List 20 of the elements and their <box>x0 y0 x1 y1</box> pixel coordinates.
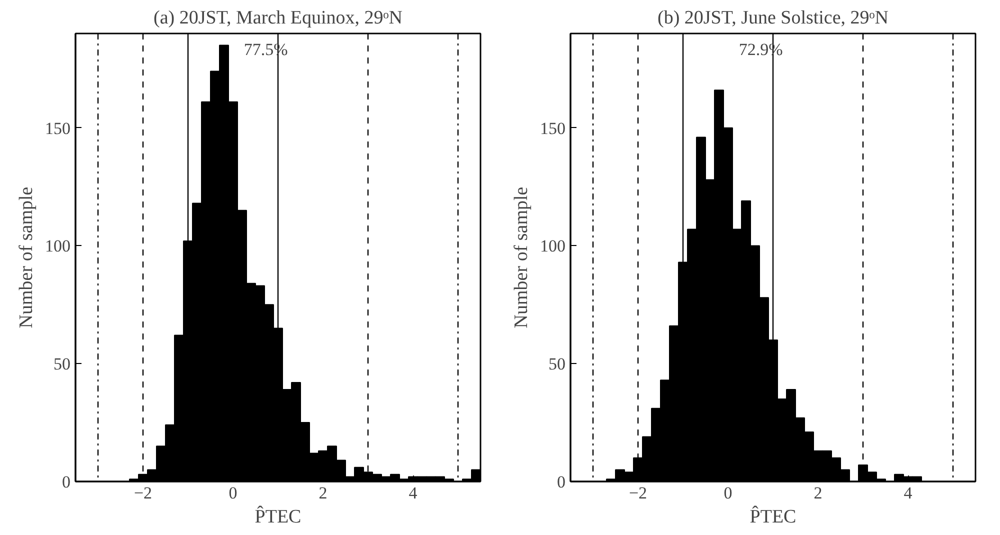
x-tick-label: 2 <box>318 484 328 502</box>
x-tick-label: −2 <box>628 484 648 502</box>
y-axis-title: Number of sample <box>511 186 532 328</box>
y-tick-label: 150 <box>540 118 566 138</box>
x-tick-label: 4 <box>408 484 418 502</box>
chart-title: (a) 20JST, March Equinox, 29ᵒN <box>154 8 403 28</box>
y-tick-label: 50 <box>54 354 70 374</box>
x-tick-label: −2 <box>134 484 152 502</box>
y-tick-label: 150 <box>45 118 70 138</box>
y-axis-title: Number of sample <box>16 186 37 328</box>
x-axis-title: P̂TEC <box>750 504 796 528</box>
x-tick-label: 0 <box>724 484 732 502</box>
x-tick-label: 0 <box>228 484 238 502</box>
x-tick-label: 2 <box>814 484 822 502</box>
x-axis-title: P̂TEC <box>254 504 302 528</box>
y-tick-label: 100 <box>45 236 70 256</box>
y-tick-label: 50 <box>548 354 566 374</box>
x-tick-label: 4 <box>904 484 913 502</box>
y-tick-label: 100 <box>540 236 566 256</box>
chart-title: (b) 20JST, June Solstice, 29ᵒN <box>658 8 889 28</box>
